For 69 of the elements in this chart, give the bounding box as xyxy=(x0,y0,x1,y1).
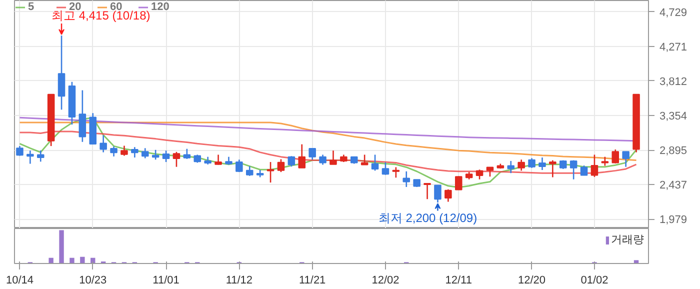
candlestick xyxy=(486,166,494,178)
candlestick xyxy=(266,161,274,184)
x-tick-label: 11/21 xyxy=(298,274,326,286)
legend-label: 120 xyxy=(151,1,170,13)
candlestick xyxy=(476,168,484,180)
candlestick xyxy=(330,150,337,166)
legend-label: 거래량 xyxy=(611,233,644,247)
candlestick xyxy=(382,162,390,176)
x-tick-label: 12/20 xyxy=(518,274,546,286)
candlestick xyxy=(288,155,296,168)
x-tick-label: 01/02 xyxy=(580,274,608,286)
candlestick xyxy=(78,90,86,143)
candlestick xyxy=(392,166,400,178)
x-tick-label: 11/01 xyxy=(152,274,180,286)
candlestick xyxy=(152,149,160,160)
candlestick xyxy=(622,150,630,168)
candlestick xyxy=(518,158,525,172)
candlestick xyxy=(236,158,243,173)
bar xyxy=(59,230,64,264)
candlestick xyxy=(298,144,306,169)
y-tick-label: 3,812 xyxy=(660,76,688,88)
y-tick-label: 1,979 xyxy=(660,214,688,226)
candlestick xyxy=(538,156,546,171)
annotation: 최저 2,200 (12/09) xyxy=(378,211,478,226)
candlestick xyxy=(444,188,452,202)
candlestick xyxy=(402,170,410,188)
y-tick-label: 2,437 xyxy=(660,180,688,192)
candlestick xyxy=(590,154,598,178)
candlestick xyxy=(58,34,66,110)
bar xyxy=(70,258,74,264)
candlestick xyxy=(434,184,442,204)
candlestick xyxy=(36,150,44,162)
candlestick xyxy=(183,148,191,160)
candlestick xyxy=(549,160,556,178)
candlestick xyxy=(308,148,316,160)
candlestick xyxy=(371,154,379,172)
legend-label: 5 xyxy=(28,1,36,13)
candlestick xyxy=(214,154,222,166)
candlestick xyxy=(319,154,326,166)
candlestick xyxy=(120,145,128,156)
x-tick-label: 10/14 xyxy=(6,274,34,286)
x-tick-label: 10/23 xyxy=(79,274,107,286)
candlestick xyxy=(110,146,118,158)
x-tick-label: 12/11 xyxy=(445,274,472,286)
candlestick xyxy=(131,146,138,158)
candlestick xyxy=(16,145,24,156)
bar xyxy=(80,256,85,264)
y-tick-label: 4,271 xyxy=(660,41,688,54)
candlestick xyxy=(612,148,620,164)
y-tick-label: 4,729 xyxy=(660,6,688,19)
candlestick xyxy=(454,176,462,190)
candlestick xyxy=(277,158,285,173)
candlestick xyxy=(141,148,149,159)
candlestick xyxy=(360,154,368,166)
candlestick xyxy=(246,166,254,177)
x-tick-label: 11/12 xyxy=(226,274,253,286)
candlestick xyxy=(570,160,578,180)
x-tick-label: 12/02 xyxy=(372,274,400,286)
bar xyxy=(48,258,54,264)
y-tick-label: 3,354 xyxy=(660,110,688,123)
candlestick xyxy=(100,134,107,153)
candlestick xyxy=(528,158,536,169)
candlestick xyxy=(26,150,34,164)
candlestick xyxy=(162,150,170,163)
candlestick xyxy=(172,151,180,168)
candlestick xyxy=(424,182,431,200)
candlestick xyxy=(580,164,588,176)
candlestick xyxy=(507,160,515,174)
y-tick-label: 2,895 xyxy=(660,145,688,158)
